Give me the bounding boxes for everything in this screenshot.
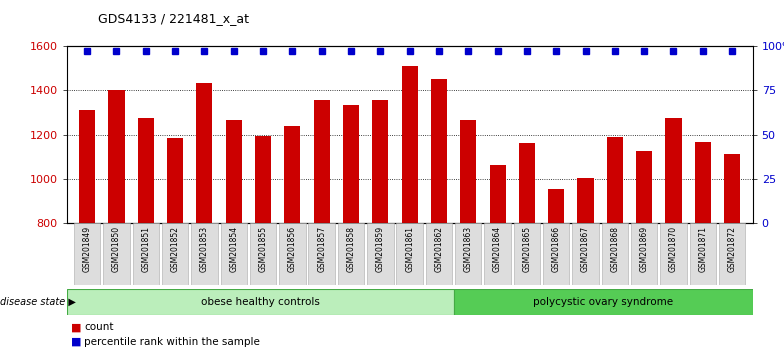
Text: GSM201857: GSM201857 xyxy=(318,226,326,272)
Bar xyxy=(191,223,218,285)
Bar xyxy=(631,223,657,285)
Bar xyxy=(719,223,746,285)
Text: GSM201849: GSM201849 xyxy=(82,226,92,272)
Text: GSM201865: GSM201865 xyxy=(522,226,532,272)
Bar xyxy=(660,223,687,285)
Bar xyxy=(455,289,753,315)
Bar xyxy=(426,223,452,285)
Bar xyxy=(167,138,183,223)
Text: GSM201871: GSM201871 xyxy=(699,226,707,272)
Text: ■: ■ xyxy=(71,322,81,332)
Bar xyxy=(489,166,506,223)
Text: GSM201861: GSM201861 xyxy=(405,226,414,272)
Bar xyxy=(67,289,455,315)
Bar xyxy=(543,223,569,285)
Bar xyxy=(103,223,129,285)
Bar xyxy=(548,189,564,223)
Text: obese healthy controls: obese healthy controls xyxy=(201,297,320,307)
Bar xyxy=(132,223,159,285)
Text: GSM201870: GSM201870 xyxy=(669,226,678,272)
Bar xyxy=(367,223,394,285)
Text: GSM201862: GSM201862 xyxy=(434,226,444,272)
Text: GSM201866: GSM201866 xyxy=(552,226,561,272)
Bar xyxy=(138,118,154,223)
Bar xyxy=(162,223,188,285)
Bar xyxy=(519,143,535,223)
Text: GSM201864: GSM201864 xyxy=(493,226,502,272)
Text: GSM201854: GSM201854 xyxy=(229,226,238,272)
Text: disease state ▶: disease state ▶ xyxy=(0,297,76,307)
Bar xyxy=(636,151,652,223)
Text: ■: ■ xyxy=(71,337,81,347)
Bar xyxy=(226,120,241,223)
Text: GSM201868: GSM201868 xyxy=(611,226,619,272)
Bar xyxy=(724,154,740,223)
Bar xyxy=(196,82,212,223)
Bar xyxy=(666,118,681,223)
Bar xyxy=(250,223,276,285)
Bar xyxy=(372,100,388,223)
Text: GSM201853: GSM201853 xyxy=(200,226,209,272)
Bar xyxy=(220,223,247,285)
Text: GSM201872: GSM201872 xyxy=(728,226,737,272)
Bar xyxy=(338,223,365,285)
Text: percentile rank within the sample: percentile rank within the sample xyxy=(84,337,260,347)
Bar xyxy=(279,223,306,285)
Bar xyxy=(314,100,330,223)
Bar xyxy=(285,126,300,223)
Text: GSM201856: GSM201856 xyxy=(288,226,297,272)
Text: GSM201869: GSM201869 xyxy=(640,226,648,272)
Text: GDS4133 / 221481_x_at: GDS4133 / 221481_x_at xyxy=(98,12,249,25)
Bar xyxy=(397,223,423,285)
Bar xyxy=(455,223,481,285)
Text: GSM201851: GSM201851 xyxy=(141,226,151,272)
Bar xyxy=(514,223,540,285)
Bar xyxy=(601,223,628,285)
Bar xyxy=(431,79,447,223)
Text: GSM201863: GSM201863 xyxy=(464,226,473,272)
Bar xyxy=(485,223,511,285)
Bar xyxy=(578,178,593,223)
Bar xyxy=(343,105,359,223)
Text: GSM201867: GSM201867 xyxy=(581,226,590,272)
Bar xyxy=(79,110,95,223)
Bar xyxy=(695,142,711,223)
Bar xyxy=(74,223,100,285)
Bar xyxy=(308,223,335,285)
Text: GSM201852: GSM201852 xyxy=(171,226,180,272)
Text: count: count xyxy=(84,322,114,332)
Bar xyxy=(690,223,716,285)
Text: polycystic ovary syndrome: polycystic ovary syndrome xyxy=(533,297,673,307)
Bar xyxy=(460,120,477,223)
Bar xyxy=(255,136,271,223)
Bar xyxy=(401,66,418,223)
Text: GSM201855: GSM201855 xyxy=(259,226,267,272)
Text: GSM201850: GSM201850 xyxy=(112,226,121,272)
Bar xyxy=(607,137,623,223)
Text: GSM201858: GSM201858 xyxy=(347,226,355,272)
Bar xyxy=(108,90,125,223)
Text: GSM201859: GSM201859 xyxy=(376,226,385,272)
Bar xyxy=(572,223,599,285)
